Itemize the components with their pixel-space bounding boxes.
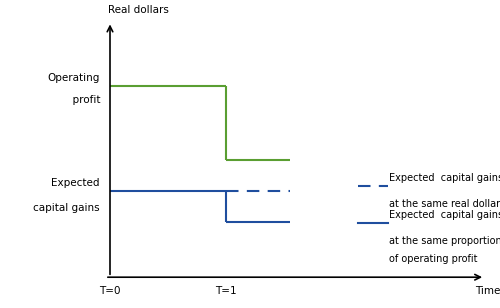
Text: at the same proportion: at the same proportion — [389, 236, 500, 245]
Text: at the same real dollars: at the same real dollars — [389, 199, 500, 209]
Text: profit: profit — [66, 95, 100, 105]
Text: Expected  capital gains: Expected capital gains — [389, 173, 500, 183]
Text: T=1: T=1 — [215, 286, 236, 296]
Text: Operating: Operating — [48, 73, 100, 83]
Text: capital gains: capital gains — [34, 203, 100, 213]
Text: T=0: T=0 — [99, 286, 121, 296]
Text: Expected  capital gains: Expected capital gains — [389, 210, 500, 220]
Text: Real dollars: Real dollars — [108, 6, 168, 15]
Text: Expected: Expected — [52, 178, 100, 188]
Text: of operating profit: of operating profit — [389, 254, 478, 264]
Text: Time: Time — [475, 286, 500, 296]
